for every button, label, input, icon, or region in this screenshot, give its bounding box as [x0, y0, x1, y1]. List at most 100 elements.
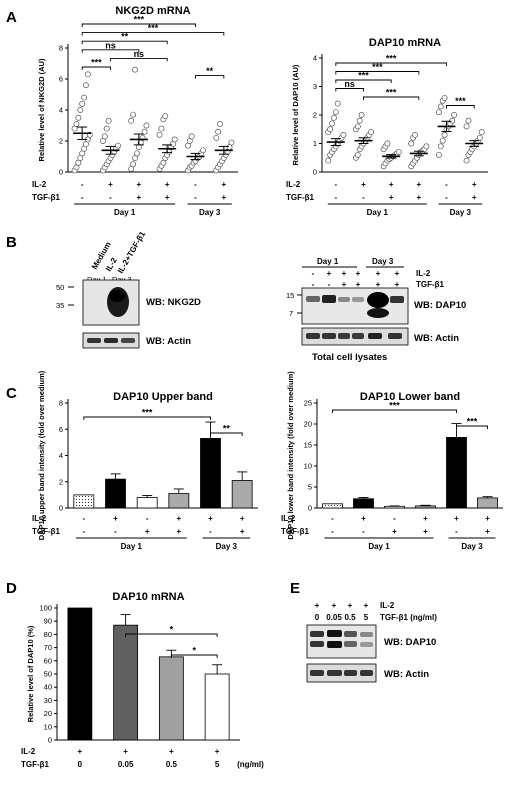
- data-point: [384, 140, 391, 147]
- y-tick-label: 5: [308, 483, 312, 492]
- sig-label: ***: [372, 62, 383, 72]
- data-point: [325, 157, 332, 164]
- il2-sign: +: [423, 514, 428, 523]
- il2-sign: +: [454, 514, 459, 523]
- blot-tgf-sign: -: [312, 280, 315, 289]
- tgf-sign: 0.5: [166, 760, 178, 769]
- data-point: [215, 128, 222, 135]
- blot-il2-label: IL-2: [416, 269, 431, 278]
- il2-sign: +: [361, 180, 366, 189]
- sig-label: ***: [91, 58, 102, 68]
- tgf-sign: +: [136, 193, 141, 202]
- tgf-sign: 0: [78, 760, 83, 769]
- sig-bracket: [210, 432, 243, 436]
- data-point: [441, 131, 448, 138]
- data-point: [130, 161, 137, 168]
- data-point: [73, 120, 80, 127]
- y-tick-label: 0: [48, 736, 52, 745]
- y-tick-label: 30: [44, 696, 52, 705]
- data-point: [141, 128, 148, 135]
- wb-actin-dose-label: WB: Actin: [384, 669, 429, 680]
- y-tick-label: 1: [313, 139, 317, 148]
- tgf-sign: +: [485, 527, 490, 536]
- dose-sign-row: + + + +0 0.05 0.5 5: [315, 601, 369, 622]
- blot-dose-group: + + + +0 0.05 0.5 5 IL-2 TGF-β1 (ng/ml) WB: DA…: [306, 601, 437, 683]
- data-point: [143, 122, 150, 129]
- panel-label-a: A: [6, 9, 17, 26]
- tgf-sign: -: [455, 527, 458, 536]
- sig-label: ***: [386, 54, 397, 64]
- data-point: [358, 112, 365, 118]
- blot-il2-sign: +: [327, 269, 332, 278]
- y-tick-label: 8: [59, 44, 63, 53]
- sig-label: *: [192, 646, 196, 656]
- tgf-sign: -: [81, 193, 84, 202]
- data-point: [354, 123, 361, 130]
- data-point: [478, 129, 485, 136]
- data-point: [408, 140, 415, 147]
- il2-sign: +: [389, 180, 394, 189]
- tgf-sign: -: [334, 193, 337, 202]
- row-label-tgf: TGF-β1: [21, 760, 50, 769]
- tgf-sign: 0.05: [118, 760, 134, 769]
- blot-il2-sign: +: [356, 269, 361, 278]
- data-point: [463, 157, 470, 164]
- data-point: [77, 107, 84, 113]
- sig-bracket: [363, 96, 420, 100]
- blot-il2-sign: +: [342, 269, 347, 278]
- sig-bracket: [81, 23, 196, 27]
- tgf-sign: +: [423, 527, 428, 536]
- tgf-sign: +: [165, 193, 170, 202]
- sig-bracket: [335, 71, 420, 75]
- data-point: [133, 150, 140, 157]
- bar: [415, 505, 436, 509]
- blot-il2-sign: +: [395, 269, 400, 278]
- data-point: [463, 123, 470, 130]
- tgf-sign: -: [209, 527, 212, 536]
- bar: [136, 497, 158, 509]
- sig-bracket: [125, 633, 218, 637]
- bar: [204, 673, 230, 741]
- data-point: [213, 134, 220, 141]
- sig-bracket: [335, 62, 447, 66]
- wb-nkg2d-label: WB: NKG2D: [146, 297, 201, 308]
- sig-bracket: [195, 75, 225, 79]
- bar: [73, 494, 95, 509]
- il2-sign: -: [445, 180, 448, 189]
- il2-sign: -: [81, 180, 84, 189]
- y-tick-label: 6: [59, 75, 63, 84]
- sig-bracket: [456, 425, 488, 429]
- tgf-sign: -: [445, 193, 448, 202]
- blot-day3-label: Day 3: [112, 275, 132, 284]
- chart-title: DAP10 Lower band: [360, 391, 460, 403]
- data-point: [83, 82, 89, 89]
- tgf-sign: +: [392, 527, 397, 536]
- bar: [477, 497, 498, 509]
- tgf-sign: +: [176, 527, 181, 536]
- data-point: [128, 117, 135, 124]
- il2-sign: -: [334, 180, 337, 189]
- data-point: [437, 143, 444, 150]
- data-point: [368, 129, 375, 136]
- data-point: [451, 112, 458, 118]
- data-point: [105, 117, 112, 124]
- sig-label: **: [121, 32, 129, 42]
- chart-title: DAP10 mRNA: [112, 591, 184, 603]
- y-tick-label: 20: [44, 709, 52, 718]
- il2-sign: +: [208, 514, 213, 523]
- bar: [200, 438, 221, 509]
- sig-label: ***: [467, 417, 478, 427]
- y-tick-label: 100: [39, 604, 52, 613]
- y-axis-label: Relative level of DAP10 (AU): [291, 64, 300, 165]
- mw-50-label: 50: [56, 283, 64, 292]
- y-tick-label: 0: [59, 168, 63, 177]
- group-label: Day 3: [461, 542, 483, 551]
- data-point: [81, 94, 88, 101]
- total-lysates-label: Total cell lysates: [312, 352, 387, 363]
- data-point: [449, 117, 456, 124]
- sig-bracket: [81, 40, 168, 45]
- blot-nkg2d-group: Medium IL-2 IL-2+TGF-β1 Day 1 Day 3 50 3…: [56, 229, 201, 349]
- sig-label: ***: [455, 96, 466, 106]
